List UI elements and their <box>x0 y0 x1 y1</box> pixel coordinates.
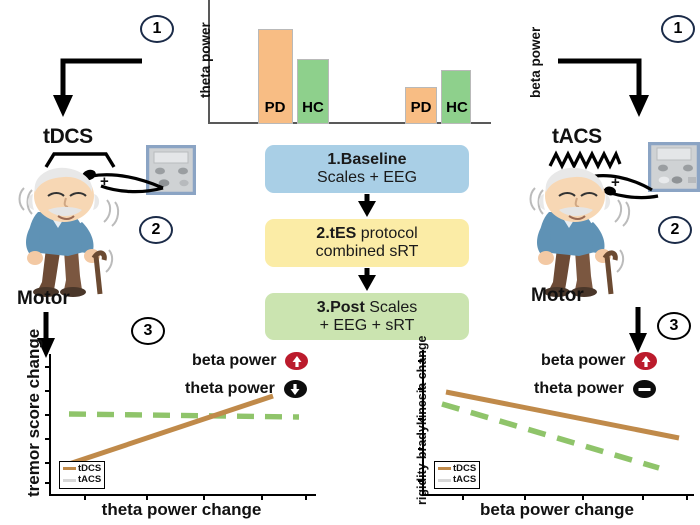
motor-label-left: Motor <box>17 288 70 309</box>
step-badge-2-left: 2 <box>139 216 173 244</box>
tremor-chart-legend: tDCS tACS <box>59 460 106 489</box>
left-annotation-theta-label: theta power <box>185 380 275 397</box>
step-badge-1-left: 1 <box>140 15 174 43</box>
flow-post-sub: + EEG + sRT <box>319 316 415 334</box>
tremor-chart-xlabel: theta power change <box>101 500 262 519</box>
left-annotation-beta: beta power <box>192 352 309 370</box>
flow-post-title: 3.Post <box>316 298 365 316</box>
legend-label-tacs: tACS <box>78 474 102 486</box>
left-annotation-theta: theta power <box>185 380 307 398</box>
tremor-chart-series <box>68 393 300 467</box>
arrow-motor-to-right-chart <box>629 307 647 353</box>
bar-beta-pd <box>405 87 437 124</box>
flow-box-post: 3.Post Scales + EEG + sRT <box>265 292 469 341</box>
bar-beta-hc <box>441 69 471 124</box>
tremor-chart-plot-area: tDCS tACS <box>45 354 316 500</box>
motor-label-right: Motor <box>531 285 584 306</box>
flow-tes-title-rest: protocol <box>356 224 418 242</box>
badge-theta-down-left <box>283 380 307 398</box>
top-bar-chart: PD HC PD HC <box>208 0 491 124</box>
rigidity-chart-plot-area: tDCS tACS <box>418 350 694 500</box>
arrow-chart-to-tdcs <box>53 58 142 117</box>
flow-box-baseline: 1.Baseline Scales + EEG <box>265 145 469 193</box>
flow-arrow-2 <box>265 267 469 293</box>
flow-arrow-1 <box>265 193 469 219</box>
legend-item-tacs: tACS <box>63 474 101 486</box>
tacs-label: tACS <box>552 125 602 148</box>
tacs-electrode-plus: + <box>611 174 620 191</box>
badge-beta-up-left <box>285 352 309 370</box>
flow-tes-sub: combined sRT <box>315 242 419 260</box>
flow-baseline-title: 1.Baseline <box>327 151 407 168</box>
tdcs-bracket-icon <box>44 152 116 168</box>
legend-item-tdcs-right: tDCS <box>438 463 476 475</box>
bar-label-beta-pd: PD <box>410 99 432 116</box>
bar-label-theta-pd: PD <box>264 99 286 116</box>
tdcs-stimulator-device-icon <box>146 145 196 195</box>
bar-label-beta-hc: HC <box>446 99 468 116</box>
legend-label-tacs-right: tACS <box>453 474 477 486</box>
tacs-stimulator-device-icon <box>648 142 700 192</box>
right-annotation-theta: theta power <box>534 380 656 398</box>
bar-label-theta-hc: HC <box>302 99 324 116</box>
step-badge-1-right: 1 <box>661 15 695 43</box>
tacs-sine-wave-icon <box>548 150 622 170</box>
legend-swatch-tdcs <box>63 467 76 470</box>
flow-baseline-sub: Scales + EEG <box>316 168 418 186</box>
badge-theta-flat-right <box>632 380 656 398</box>
arrow-motor-to-left-chart <box>37 312 55 358</box>
flow-tes-title: 2.tES <box>316 224 357 242</box>
rigidity-chart-series <box>441 389 680 471</box>
legend-label-tdcs-right: tDCS <box>453 462 477 474</box>
step-badge-2-right: 2 <box>658 216 692 244</box>
left-annotation-beta-label: beta power <box>192 352 277 369</box>
tremor-change-chart: tremor score change tDCS tACS <box>0 329 345 525</box>
legend-swatch-tdcs-right <box>438 467 451 470</box>
rigidity-chart-xlabel: beta power change <box>480 500 634 519</box>
legend-swatch-tacs-right <box>438 478 451 482</box>
bar-theta-hc <box>297 59 329 124</box>
bar-theta-pd <box>258 28 293 124</box>
legend-item-tacs-right: tACS <box>438 474 476 486</box>
badge-beta-up-right <box>634 352 658 370</box>
legend-swatch-tacs <box>63 478 76 482</box>
rigidity-chart-legend: tDCS tACS <box>434 460 481 489</box>
rigidity-change-chart: rigidity-bradykinesia change tDCS tACS <box>352 336 700 525</box>
patient-illustration-right <box>529 167 631 297</box>
legend-item-tdcs: tDCS <box>63 463 101 475</box>
bar-chart-axes <box>208 0 491 124</box>
top-chart-ylabel-theta: theta power <box>198 22 213 98</box>
right-annotation-theta-label: theta power <box>534 380 624 397</box>
tdcs-electrode-plus: + <box>100 173 109 190</box>
tremor-chart-ylabel: tremor score change <box>24 328 43 497</box>
tdcs-label: tDCS <box>43 125 93 148</box>
step-badge-3-right: 3 <box>657 312 691 340</box>
legend-label-tdcs: tDCS <box>78 462 102 474</box>
step-badge-3-left: 3 <box>131 317 165 345</box>
arrow-chart-to-tacs <box>558 58 649 117</box>
top-chart-ylabel-beta: beta power <box>528 26 543 98</box>
protocol-flowchart: 1.Baseline Scales + EEG 2.tES protocol c… <box>265 145 469 341</box>
right-annotation-beta: beta power <box>541 352 658 370</box>
right-annotation-beta-label: beta power <box>541 352 626 369</box>
flow-post-title-rest: Scales <box>364 298 418 316</box>
flow-box-tes: 2.tES protocol combined sRT <box>265 218 469 267</box>
patient-illustration-left <box>18 167 120 297</box>
